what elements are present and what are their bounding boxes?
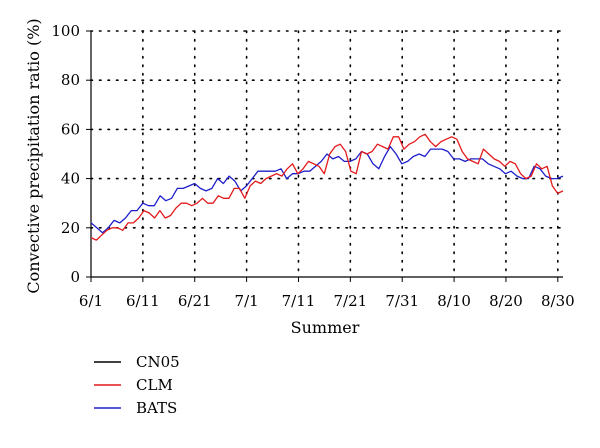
series-lines xyxy=(90,133,564,241)
series-line-clm xyxy=(90,133,564,241)
grid-lines xyxy=(90,30,564,278)
x-tick-label: 6/21 xyxy=(178,292,212,310)
x-tick-labels: 6/1 6/11 6/21 7/1 7/11 7/21 7/31 8/10 8/20 8/30 xyxy=(79,292,575,310)
x-tick-label: 8/30 xyxy=(541,292,575,310)
y-tick-label: 0 xyxy=(70,268,80,286)
x-tick-label: 7/21 xyxy=(333,292,367,310)
y-axis-label: Convective precipitation ratio (%) xyxy=(24,18,43,293)
axes xyxy=(86,30,563,282)
y-tick-label: 60 xyxy=(61,120,80,138)
y-tick-label: 20 xyxy=(61,219,80,237)
legend: CN05 CLM BATS xyxy=(94,353,180,417)
legend-label-clm: CLM xyxy=(136,376,173,394)
series-line-bats xyxy=(90,145,564,234)
y-tick-labels: 0 20 40 60 80 100 xyxy=(51,22,80,286)
x-tick-label: 8/10 xyxy=(437,292,471,310)
x-tick-label: 8/20 xyxy=(489,292,523,310)
x-tick-label: 7/1 xyxy=(235,292,259,310)
y-tick-label: 100 xyxy=(51,22,80,40)
legend-label-bats: BATS xyxy=(136,399,177,417)
y-tick-label: 40 xyxy=(61,170,80,188)
y-tick-label: 80 xyxy=(61,71,80,89)
x-tick-label: 6/1 xyxy=(79,292,103,310)
x-tick-label: 7/31 xyxy=(385,292,419,310)
x-tick-label: 6/11 xyxy=(126,292,160,310)
x-axis-label: Summer xyxy=(291,318,360,337)
legend-label-cn05: CN05 xyxy=(136,353,180,371)
x-tick-label: 7/11 xyxy=(282,292,316,310)
